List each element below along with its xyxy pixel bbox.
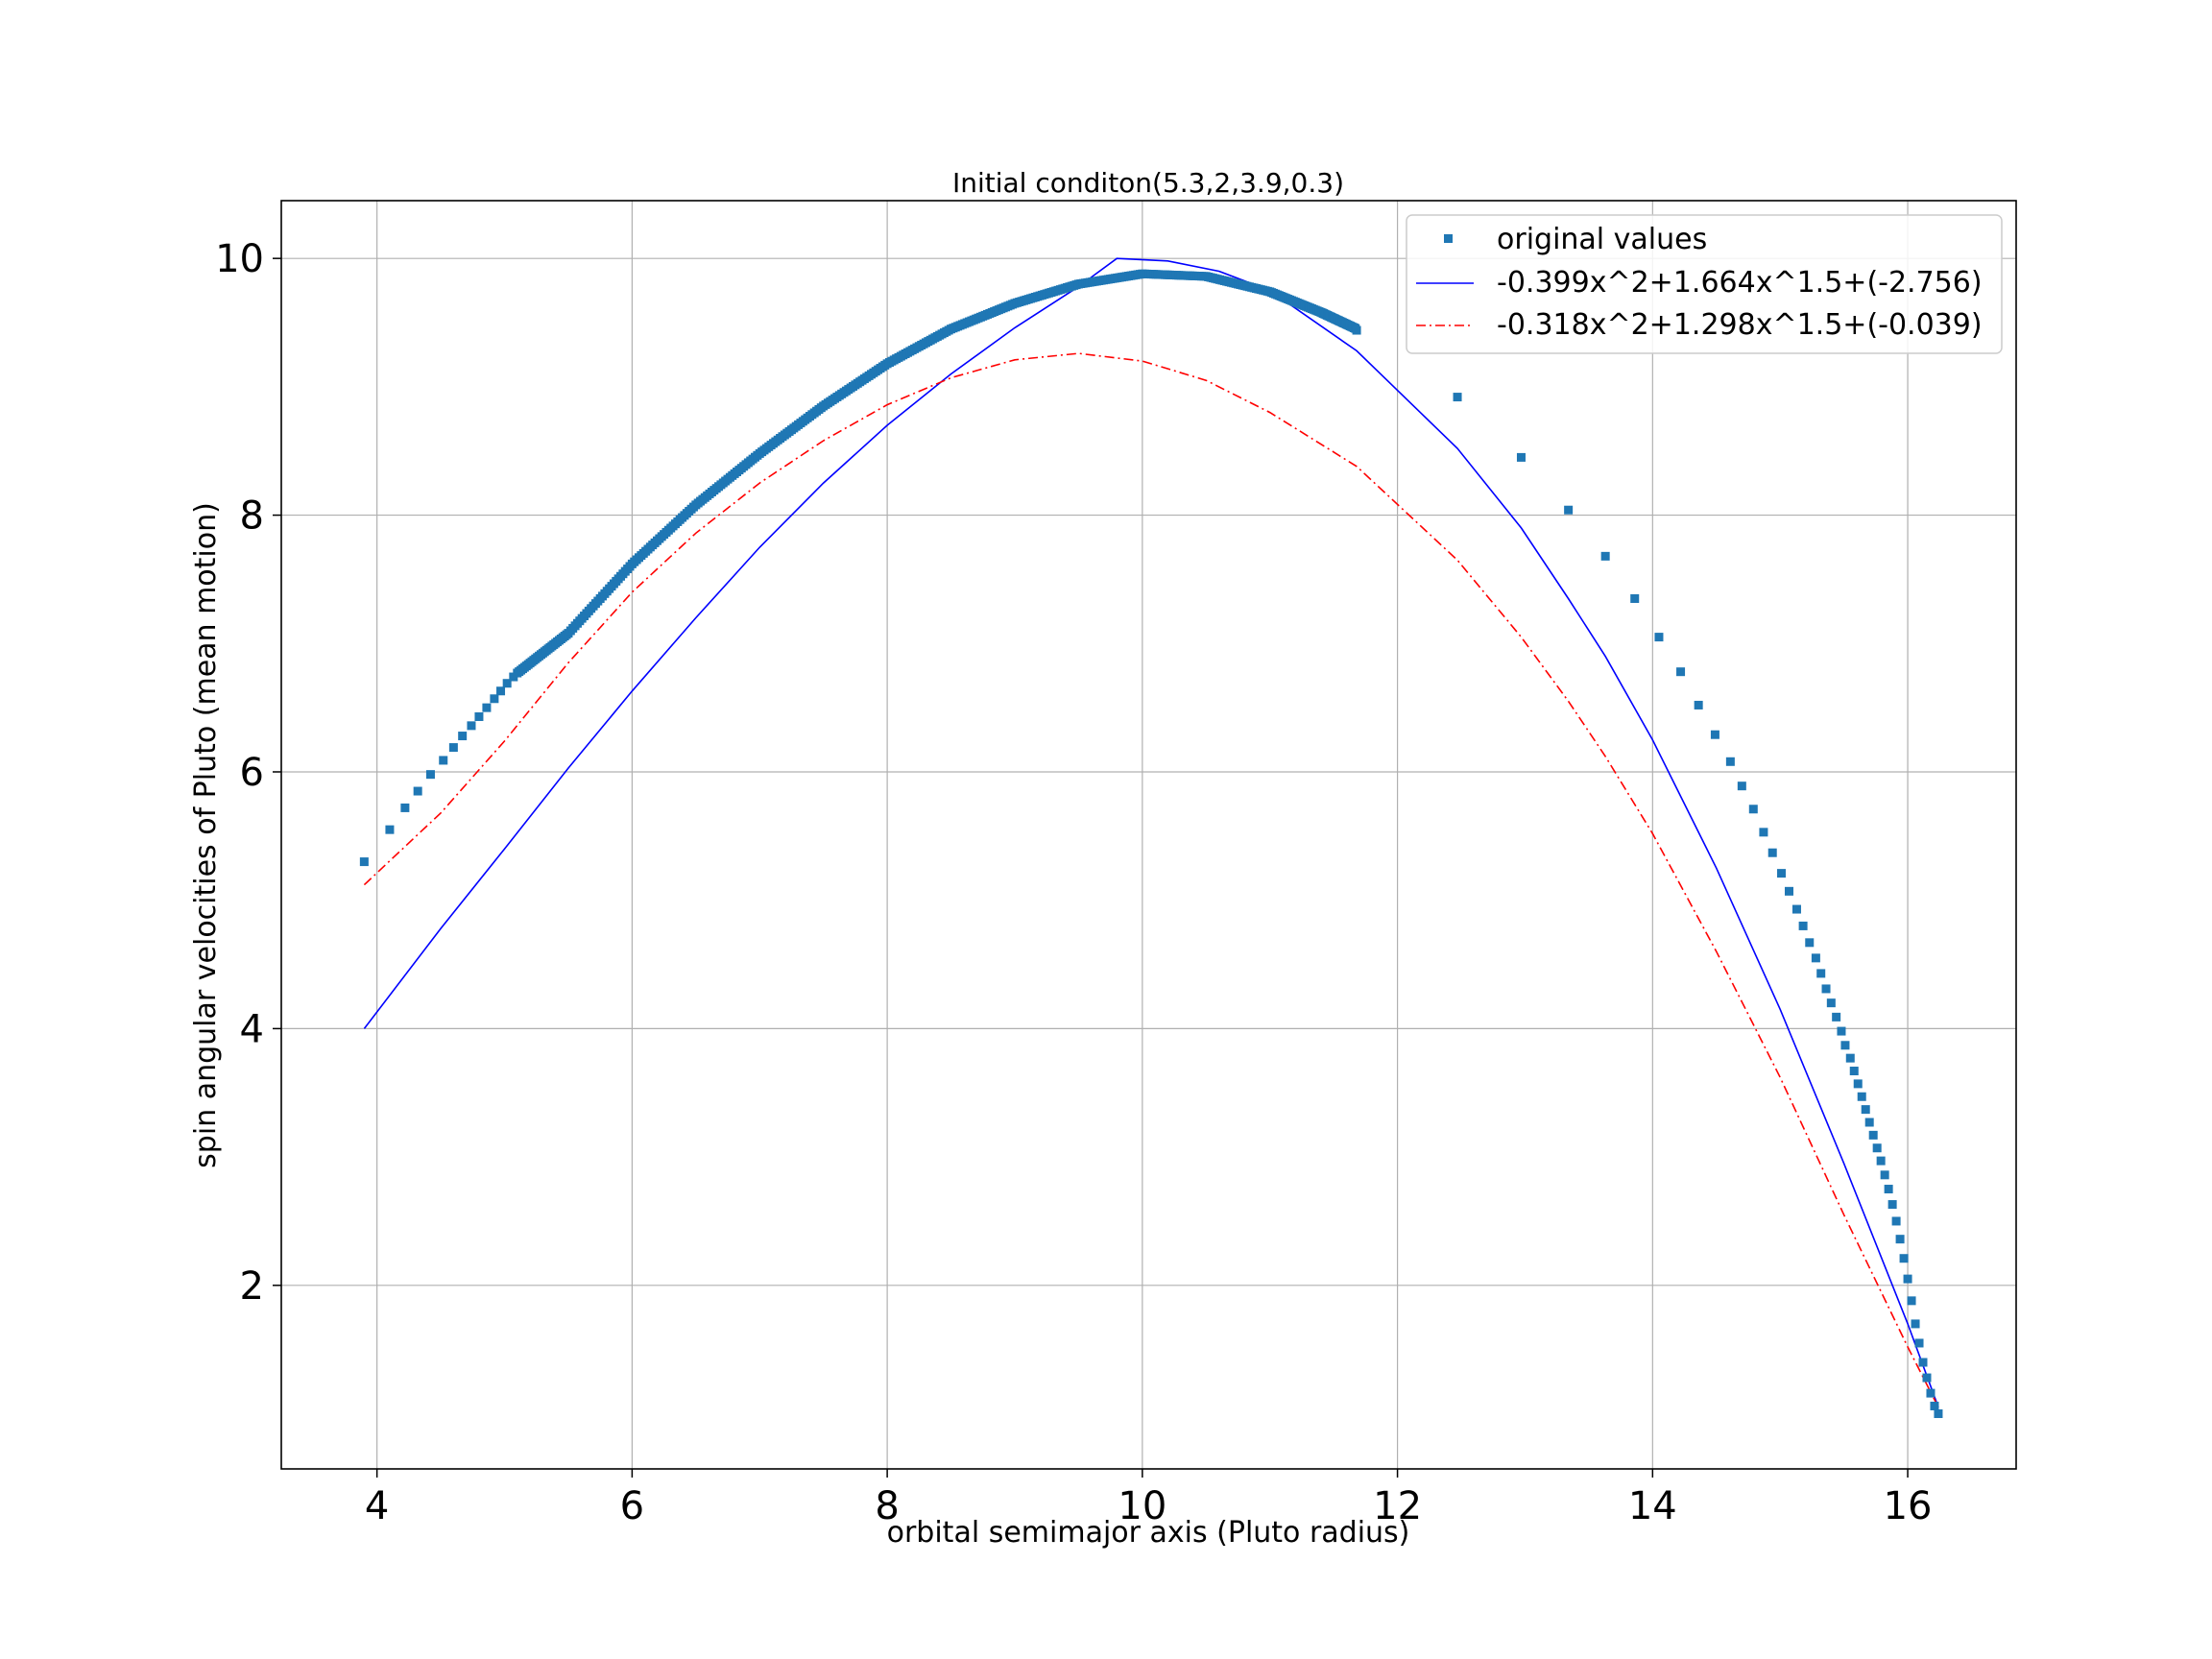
legend: original values -0.399x^2+1.664x^1.5+(-2… <box>1406 214 2003 354</box>
scatter-point <box>1895 1235 1905 1244</box>
scatter-point <box>1861 1105 1870 1115</box>
x-tick-label: 8 <box>875 1484 899 1528</box>
scatter-point <box>1748 805 1758 814</box>
scatter-point <box>1710 730 1719 739</box>
y-axis-ticks: 2 4 6 8 10 <box>215 237 281 1309</box>
series-line-fit-1 <box>363 257 1939 1408</box>
scatter-point <box>1857 1092 1866 1101</box>
y-axis-label: spin angular velocities of Pluto (mean m… <box>189 502 223 1168</box>
scatter-point <box>1600 551 1610 561</box>
scatter-point <box>1784 886 1793 896</box>
scatter-point <box>1516 452 1526 462</box>
scatter-point <box>1926 1388 1936 1398</box>
scatter-point <box>1914 1338 1924 1348</box>
y-tick-label: 6 <box>240 751 264 795</box>
legend-label-fit-2: -0.318x^2+1.298x^1.5+(-0.039) <box>1497 308 1983 342</box>
scatter-point <box>1934 1409 1943 1419</box>
scatter-point <box>1899 1254 1909 1263</box>
x-axis-label: orbital semimajor axis (Pluto radius) <box>887 1516 1410 1550</box>
scatter-point <box>1911 1319 1920 1329</box>
scatter-point <box>1676 667 1686 677</box>
scatter-point <box>1767 848 1777 857</box>
scatter-point <box>1840 1041 1850 1050</box>
grid-lines <box>281 201 2016 1469</box>
y-tick-label: 4 <box>240 1007 264 1051</box>
legend-marker-original-values <box>1444 234 1453 243</box>
scatter-point <box>1864 1118 1874 1127</box>
scatter-point <box>1849 1067 1859 1076</box>
scatter-point <box>1811 953 1820 963</box>
scatter-point <box>1564 505 1574 515</box>
scatter-point <box>1922 1373 1932 1382</box>
legend-box <box>1406 214 2003 354</box>
scatter-point <box>385 825 395 834</box>
scatter-point <box>448 743 458 753</box>
scatter-point <box>1887 1200 1897 1210</box>
scatter-point <box>1868 1130 1878 1140</box>
x-axis-ticks: 4 6 8 10 12 14 16 <box>365 1469 1933 1528</box>
x-tick-label: 14 <box>1628 1484 1677 1528</box>
x-tick-label: 4 <box>365 1484 389 1528</box>
scatter-point <box>1694 700 1703 709</box>
scatter-point <box>1918 1358 1928 1367</box>
scatter-point <box>1737 781 1746 791</box>
scatter-point <box>439 756 448 765</box>
scatter-point <box>1891 1216 1901 1226</box>
series-line-fit-2 <box>363 352 1939 1408</box>
plot-area <box>281 201 2016 1469</box>
scatter-point <box>1853 1079 1863 1089</box>
y-tick-label: 10 <box>215 237 264 281</box>
scatter-point <box>1654 633 1664 642</box>
y-tick-label: 8 <box>240 494 264 539</box>
scatter-point <box>1725 757 1735 766</box>
scatter-point <box>359 857 369 867</box>
scatter-point <box>400 803 410 812</box>
scatter-point <box>496 686 506 696</box>
y-tick-label: 2 <box>240 1264 264 1309</box>
x-tick-label: 10 <box>1118 1484 1166 1528</box>
scatter-point <box>474 711 484 721</box>
scatter-point <box>1832 1012 1841 1022</box>
chart-title: Initial conditon(5.3,2,3.9,0.3) <box>952 167 1344 199</box>
scatter-point <box>502 679 512 688</box>
scatter-point <box>509 672 518 682</box>
scatter-point <box>1930 1401 1939 1410</box>
scatter-point <box>1453 393 1462 402</box>
scatter-point <box>1837 1026 1846 1036</box>
legend-label-fit-1: -0.399x^2+1.664x^1.5+(-2.756) <box>1497 266 1983 300</box>
scatter-point <box>1805 938 1815 948</box>
scatter-point <box>1826 998 1836 1008</box>
scatter-point <box>1777 869 1787 878</box>
scatter-point <box>1880 1170 1889 1180</box>
scatter-point <box>467 721 476 731</box>
series-layer <box>359 257 1943 1419</box>
scatter-point <box>1821 984 1831 994</box>
scatter-point <box>1352 325 1361 335</box>
plot-frame <box>280 200 2017 1470</box>
scatter-point <box>413 786 422 796</box>
scatter-point <box>1845 1053 1855 1063</box>
scatter-point <box>1798 921 1808 930</box>
scatter-point <box>482 703 492 712</box>
scatter-point <box>1876 1156 1886 1166</box>
x-tick-label: 16 <box>1884 1484 1933 1528</box>
scatter-point <box>490 694 499 704</box>
legend-label-original-values: original values <box>1497 223 1707 256</box>
scatter-point <box>1884 1185 1893 1194</box>
scatter-point <box>1907 1296 1916 1306</box>
scatter-point <box>1872 1143 1882 1153</box>
scatter-point <box>425 770 435 780</box>
scatter-point <box>1816 969 1826 978</box>
scatter-point <box>1791 904 1801 914</box>
scatter-point <box>1759 828 1768 837</box>
scatter-point <box>1630 593 1640 603</box>
scatter-point <box>1903 1274 1912 1284</box>
scatter-point <box>458 732 468 741</box>
x-tick-label: 12 <box>1373 1484 1422 1528</box>
x-tick-label: 6 <box>620 1484 644 1528</box>
